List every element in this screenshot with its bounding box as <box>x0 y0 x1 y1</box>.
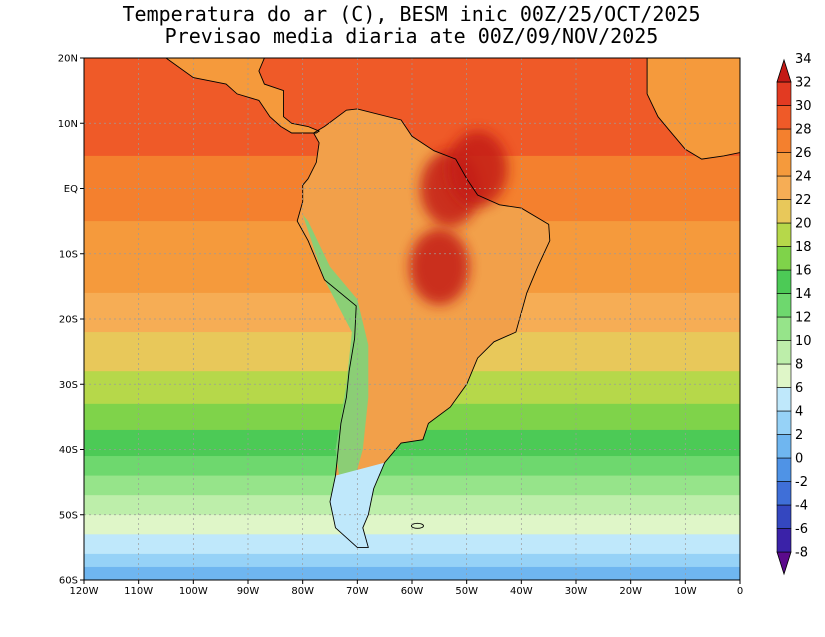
temperature-band <box>84 495 740 516</box>
colorbar-swatch <box>776 340 792 365</box>
colorbar-swatch <box>776 269 792 294</box>
land-mass <box>647 58 740 160</box>
map-title: Temperatura do ar (C), BESM inic 00Z/25/… <box>122 2 701 26</box>
colorbar-swatch <box>776 387 792 412</box>
land-temperature <box>84 58 740 548</box>
colorbar-swatch <box>776 434 792 459</box>
colorbar-label: 34 <box>795 52 812 67</box>
colorbar-label: -8 <box>795 546 808 561</box>
colorbar-swatch <box>776 105 792 130</box>
colorbar-min-triangle <box>776 551 792 576</box>
colorbar-swatch <box>776 363 792 388</box>
x-tick-label: 10W <box>674 586 697 597</box>
warm-spot <box>409 228 470 305</box>
colorbar-label: 0 <box>795 452 803 467</box>
colorbar-label: 28 <box>795 123 812 138</box>
coastline <box>296 108 551 548</box>
colorbar-label: 6 <box>795 381 803 396</box>
colorbar-swatch <box>776 504 792 529</box>
warm-spot <box>447 130 508 207</box>
coastlines <box>84 58 740 548</box>
colorbar-swatch <box>776 293 792 318</box>
colorbar-label: 30 <box>795 99 812 114</box>
colorbar-label: 32 <box>795 76 812 91</box>
x-tick-label: 50W <box>455 586 478 597</box>
colorbar-swatch <box>776 410 792 435</box>
colorbar-label: 10 <box>795 334 812 349</box>
x-tick-label: 30W <box>565 586 588 597</box>
colorbar-label: -2 <box>795 475 808 490</box>
axes: 120W 110W 100W 90W 80W 70W 60W 50W 40W 30W 20W 10W 0… <box>58 54 743 598</box>
y-tick-label: 40S <box>59 445 78 456</box>
colorbar-swatch <box>776 246 792 271</box>
colorbar-swatch <box>776 481 792 506</box>
colorbar-swatch <box>776 128 792 153</box>
temperature-band <box>84 553 740 568</box>
temperature-band <box>84 475 740 497</box>
colorbar-swatch <box>776 81 792 106</box>
colorbar-label: -4 <box>795 499 808 514</box>
colorbar-swatch <box>776 152 792 177</box>
y-tick-label: EQ <box>64 184 78 195</box>
x-tick-label: 60W <box>401 586 424 597</box>
y-tick-label: 10N <box>58 119 78 130</box>
colorbar-label: 4 <box>795 405 803 420</box>
y-tick-label: 30S <box>59 380 78 391</box>
x-tick-label: 40W <box>510 586 533 597</box>
colorbar-max-triangle <box>776 58 792 83</box>
x-tick-label: 80W <box>291 586 314 597</box>
colorbar-label: 12 <box>795 311 812 326</box>
coastline <box>646 58 740 160</box>
colorbar-label: 16 <box>795 264 812 279</box>
x-tick-label: 90W <box>237 586 260 597</box>
colorbar-label: 8 <box>795 358 803 373</box>
colorbar-label: 26 <box>795 146 812 161</box>
y-tick-label: 20N <box>58 54 78 65</box>
y-tick-label: 60S <box>59 576 78 587</box>
colorbar-label: 24 <box>795 170 812 185</box>
colorbar-swatch <box>776 175 792 200</box>
graticule <box>84 58 740 580</box>
land-mass <box>84 58 320 133</box>
y-tick-label: 10S <box>59 249 78 260</box>
x-tick-label: 100W <box>179 586 208 597</box>
colorbar-swatch <box>776 199 792 224</box>
colorbar-swatch <box>776 316 792 341</box>
map-subtitle: Previsao media diaria ate 00Z/09/NOV/202… <box>164 24 659 48</box>
andes-cool-zone <box>302 214 369 489</box>
colorbar-swatch <box>776 457 792 482</box>
colorbar-swatch <box>776 222 792 247</box>
falklands-coastline <box>411 522 424 529</box>
x-tick-label: 20W <box>619 586 642 597</box>
colorbar-label: 14 <box>795 287 812 302</box>
x-tick-label: 110W <box>124 586 153 597</box>
y-tick-label: 20S <box>59 315 78 326</box>
colorbar-swatch <box>776 528 792 553</box>
colorbar-label: 22 <box>795 193 812 208</box>
x-tick-label: 70W <box>346 586 369 597</box>
y-tick-label: 50S <box>59 510 78 521</box>
coastline <box>84 58 321 134</box>
colorbar-label: 20 <box>795 217 812 232</box>
colorbar-label: -6 <box>795 522 808 537</box>
colorbar-label: 18 <box>795 240 812 255</box>
temperature-band <box>84 456 740 477</box>
colorbar-label: 2 <box>795 428 803 443</box>
x-tick-label: 120W <box>70 586 99 597</box>
x-tick-label: 0 <box>737 586 743 597</box>
